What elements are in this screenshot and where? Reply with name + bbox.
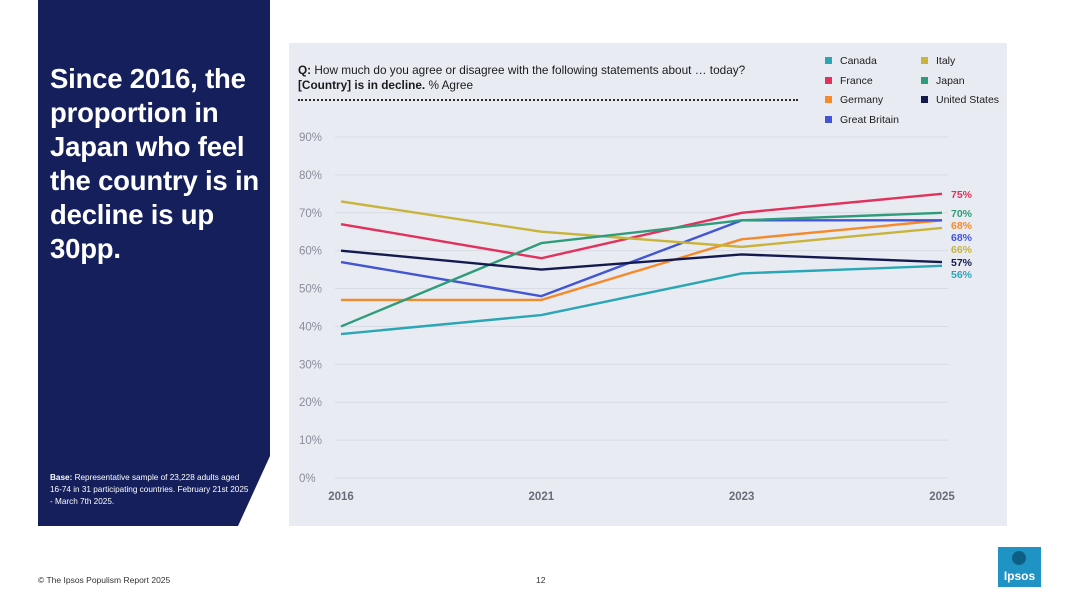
legend-label: France	[840, 74, 873, 87]
page-number: 12	[536, 575, 546, 585]
headline-panel: Since 2016, the proportion in Japan who …	[38, 0, 270, 526]
logo-text: Ipsos	[1003, 569, 1036, 583]
legend-swatch	[825, 76, 832, 84]
logo-mark-icon	[1012, 551, 1026, 565]
legend-label: Great Britain	[840, 113, 899, 126]
legend-swatch	[825, 57, 832, 64]
y-tick-label: 10%	[299, 435, 322, 447]
end-value-label: 68%	[951, 220, 973, 232]
series-line	[341, 219, 943, 302]
legend-swatch	[825, 115, 832, 123]
legend-item: Japan	[921, 75, 965, 88]
legend-label: United States	[936, 94, 1000, 106]
end-value-label: 75%	[951, 189, 973, 201]
series-line	[340, 211, 943, 328]
legend-item: France	[825, 75, 873, 88]
line-chart: 0% 10% 20% 30% 40% 50% 60% 70% 80% 90% 2016 2021 202…	[299, 132, 973, 503]
question-suffix: % Agree	[428, 78, 474, 92]
x-tick-label: 2023	[729, 491, 755, 503]
question-text: How much do you agree or disagree with t…	[314, 63, 746, 77]
y-tick-label: 40%	[299, 321, 322, 333]
end-value-label: 57%	[951, 257, 973, 269]
legend-item: Great Britain	[825, 114, 899, 127]
legend-swatch	[921, 57, 928, 64]
y-tick-label: 50%	[299, 284, 322, 296]
y-tick-label: 90%	[299, 132, 322, 144]
footer-source: © The Ipsos Populism Report 2025	[38, 575, 171, 585]
question-divider	[298, 99, 798, 101]
base-note: Base: Representative sample of 23,228 ad…	[50, 472, 250, 508]
y-tick-label: 80%	[299, 170, 322, 182]
legend-swatch	[921, 76, 928, 84]
y-tick-label: 70%	[299, 208, 322, 220]
legend-item: United States	[921, 94, 999, 107]
y-tick-label: 0%	[299, 473, 316, 485]
chart-panel: Q: How much do you agree or disagree wit…	[289, 43, 1007, 526]
question-statement: [Country] is in decline.	[298, 78, 426, 92]
end-value-label: 66%	[951, 244, 973, 256]
y-tick-label: 30%	[299, 359, 322, 371]
legend-item: Germany	[825, 94, 883, 107]
legend-label: Germany	[840, 94, 884, 106]
y-tick-label: 60%	[299, 246, 322, 258]
series-line	[340, 264, 943, 336]
end-value-label: 56%	[951, 269, 973, 281]
legend-item: Canada	[825, 55, 877, 68]
series-line	[340, 200, 943, 249]
end-value-label: 70%	[951, 208, 973, 220]
x-tick-label: 2025	[929, 491, 955, 503]
legend-label: Japan	[936, 74, 965, 87]
question-prefix: Q:	[298, 63, 312, 77]
base-note-label: Base:	[50, 473, 73, 482]
question: Q: How much do you agree or disagree wit…	[298, 63, 798, 93]
base-note-text: Representative sample of 23,228 adults a…	[50, 473, 249, 506]
headline: Since 2016, the proportion in Japan who …	[50, 63, 259, 264]
legend-label: Italy	[936, 55, 956, 67]
x-tick-label: 2021	[529, 491, 555, 503]
x-tick-label: 2016	[328, 491, 354, 503]
end-value-label: 68%	[951, 232, 973, 244]
series-line	[340, 249, 943, 271]
series-line	[340, 192, 943, 260]
series-line	[340, 219, 942, 298]
legend-label: Canada	[840, 55, 877, 67]
legend-swatch	[921, 96, 928, 103]
legend-swatch	[825, 96, 832, 103]
legend-item: Italy	[921, 55, 955, 68]
y-tick-label: 20%	[299, 397, 322, 409]
ipsos-logo: Ipsos	[998, 547, 1041, 587]
